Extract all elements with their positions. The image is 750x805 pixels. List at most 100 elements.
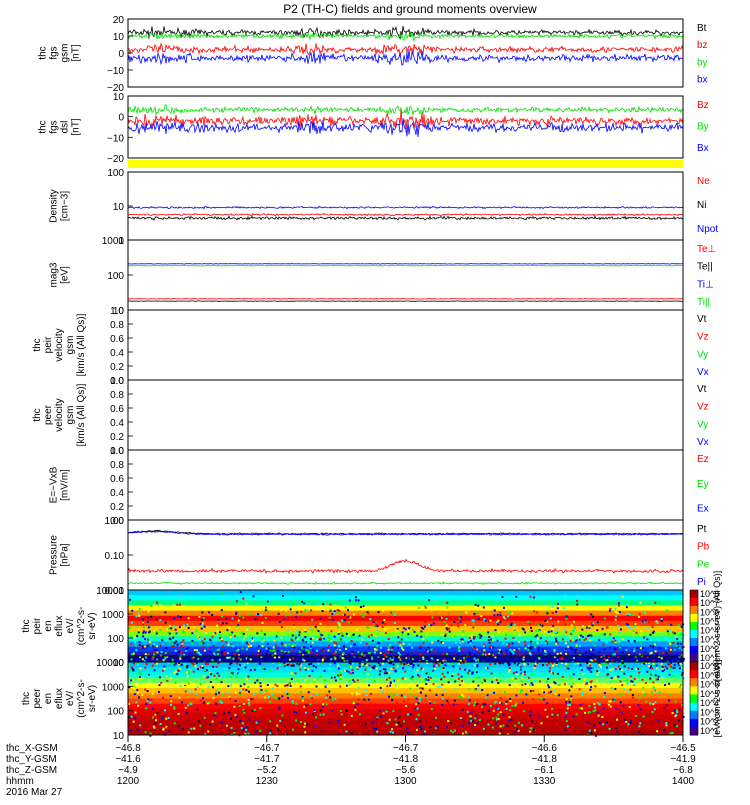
spectrogram-pixel [337, 672, 340, 675]
x-row-value: −46.6 [532, 743, 558, 754]
spectrogram-pixel [430, 708, 433, 711]
y-tick-label: 0.2 [110, 502, 124, 513]
spectrogram-pixel [305, 648, 308, 651]
spectrogram-pixel [480, 614, 483, 617]
spectrogram-pixel [444, 634, 447, 637]
y-tick-label: 0.2 [110, 432, 124, 443]
spectrogram-pixel [497, 713, 500, 716]
spectrogram-pixel [585, 723, 588, 726]
spectrogram-pixel [667, 633, 670, 636]
spectrogram-pixel [256, 653, 259, 656]
series-trace-Pi [127, 530, 684, 536]
spectrogram-pixel [387, 648, 390, 651]
spectrogram-pixel [551, 664, 554, 667]
spectrogram-pixel [297, 652, 300, 655]
spectrogram-pixel [377, 611, 380, 614]
spectrogram-pixel [173, 663, 176, 666]
spectrogram-pixel [180, 641, 183, 644]
spectrogram-pixel [330, 658, 333, 661]
y-tick-label: 0.4 [110, 348, 124, 359]
spectrogram-pixel [203, 638, 206, 641]
spectrogram-pixel [381, 640, 384, 643]
spectrogram-pixel [606, 626, 609, 629]
spectrogram-pixel [555, 663, 558, 666]
spectrogram-pixel [361, 653, 364, 656]
spectrogram-pixel [656, 669, 659, 672]
spectrogram-pixel [341, 634, 344, 637]
spectrogram-pixel [371, 666, 374, 669]
spectrogram-pixel [236, 731, 239, 734]
spectrogram-pixel [500, 702, 503, 705]
spectrogram-pixel [384, 623, 387, 626]
spectrogram-pixel [220, 693, 223, 696]
spectrogram-pixel [251, 639, 254, 642]
spectrogram-pixel [160, 651, 163, 654]
spectrogram-pixel [178, 668, 181, 671]
spectrogram-pixel [245, 726, 248, 729]
y-tick-label: −20 [107, 154, 124, 165]
spectrogram-pixel [339, 678, 342, 681]
spectrogram-pixel [245, 657, 248, 660]
spectrogram-pixel [613, 653, 616, 656]
spectrogram-pixel [675, 709, 678, 712]
spectrogram-pixel [482, 606, 485, 609]
spectrogram-pixel [304, 731, 307, 734]
spectrogram-pixel [368, 667, 371, 670]
spectrogram-pixel [544, 649, 547, 652]
spectrogram-pixel [561, 675, 564, 678]
spectrogram-pixel [467, 657, 470, 660]
spectrogram-pixel [402, 700, 405, 703]
spectrogram-pixel [661, 670, 664, 673]
spectrogram-pixel [540, 697, 543, 700]
spectrogram-pixel [624, 719, 627, 722]
y-tick-label: 1.0 [110, 376, 124, 387]
spectrogram-pixel [352, 633, 355, 636]
spectrogram-pixel [528, 652, 531, 655]
spectrogram-pixel [526, 639, 529, 642]
spectrogram-pixel [444, 633, 447, 636]
spectrogram-pixel [663, 704, 666, 707]
spectrogram-pixel [498, 649, 501, 652]
spectrogram-pixel [629, 685, 632, 688]
spectrogram-pixel [468, 688, 471, 691]
spectrogram-pixel [179, 616, 182, 619]
spectrogram-pixel [379, 731, 382, 734]
spectrogram-pixel [369, 692, 372, 695]
spectrogram-pixel [288, 658, 291, 661]
spectrogram-pixel [269, 659, 272, 662]
spectrogram-pixel [435, 664, 438, 667]
spectrogram-pixel [345, 641, 348, 644]
legend-entry: Npot [697, 224, 718, 235]
spectrogram-pixel [167, 717, 170, 720]
spectrogram-pixel [232, 657, 235, 660]
spectrogram-pixel [409, 687, 412, 690]
spectrogram-pixel [181, 728, 184, 731]
panel-ylabel-line: [km/s (All Qs)] [76, 313, 87, 376]
spectrogram-pixel [442, 667, 445, 670]
spectrogram-band [128, 651, 683, 658]
spectrogram-pixel [155, 657, 158, 660]
spectrogram-pixel [344, 606, 347, 609]
spectrogram-pixel [158, 690, 161, 693]
spectrogram-pixel [196, 708, 199, 711]
spectrogram-pixel [184, 656, 187, 659]
spectrogram-pixel [215, 677, 218, 680]
spectrogram-pixel [323, 618, 326, 621]
spectrogram-pixel [198, 654, 201, 657]
spectrogram-pixel [358, 713, 361, 716]
spectrogram-pixel [436, 725, 439, 728]
spectrogram-pixel [352, 671, 355, 674]
spectrogram-pixel [642, 686, 645, 689]
spectrogram-pixel [186, 623, 189, 626]
spectrogram-pixel [646, 656, 649, 659]
spectrogram-pixel [502, 641, 505, 644]
spectrogram-pixel [474, 689, 477, 692]
spectrogram-pixel [302, 650, 305, 653]
spectrogram-pixel [351, 650, 354, 653]
spectrogram-pixel [637, 674, 640, 677]
y-tick-label: 0.0 [110, 516, 124, 527]
spectrogram-pixel [423, 679, 426, 682]
spectrogram-pixel [453, 595, 456, 598]
spectrogram-pixel [147, 616, 150, 619]
